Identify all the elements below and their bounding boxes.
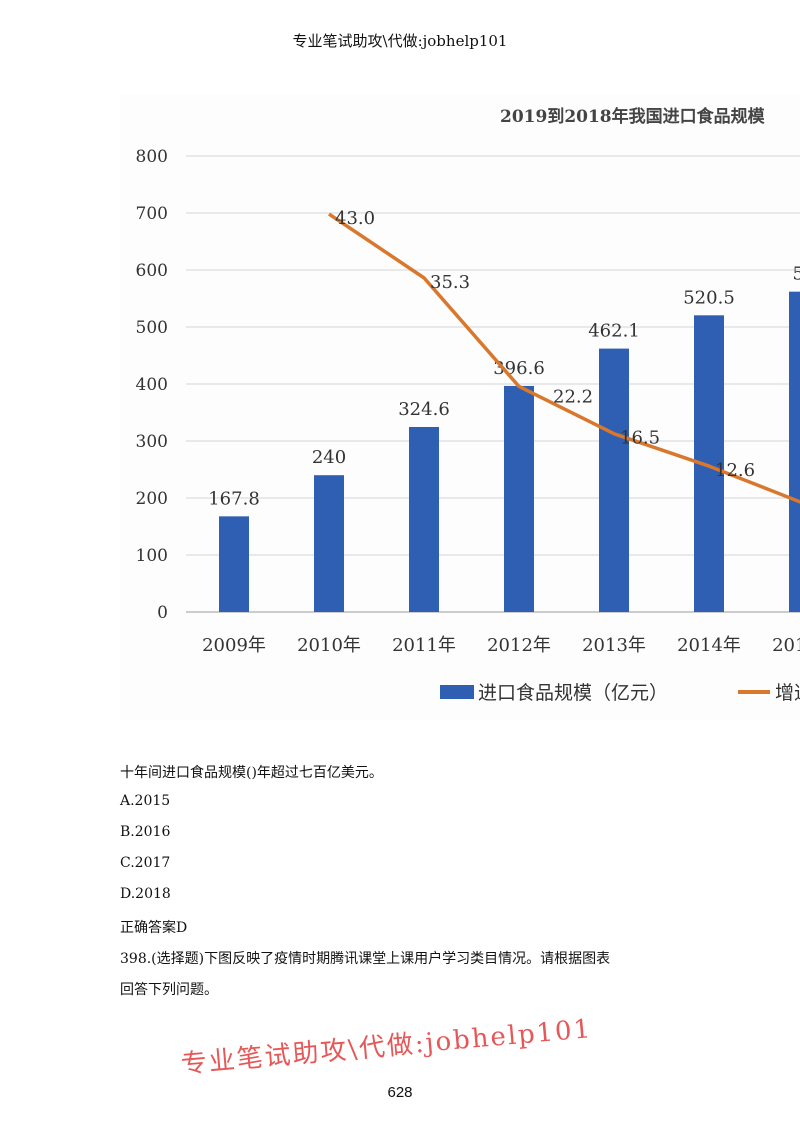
growth-line	[328, 212, 800, 504]
bar-data-label: 462.1	[588, 321, 640, 342]
line-data-label: 35.3	[430, 272, 470, 293]
line-data-label: 43.0	[335, 208, 375, 229]
y-tick-label: 800	[136, 147, 168, 167]
page-number: 628	[387, 1084, 413, 1101]
y-tick-label: 500	[136, 318, 168, 338]
y-tick-label: 400	[136, 375, 168, 395]
option-d: D.2018	[120, 886, 171, 902]
chart-title: 2019到2018年我国进口食品规模	[500, 106, 766, 127]
bar	[599, 348, 629, 612]
legend-bar-label: 进口食品规模（亿元）	[478, 682, 668, 704]
x-tick-label: 2013年	[582, 635, 646, 656]
bar-data-label: 56	[793, 264, 800, 285]
bar	[789, 291, 800, 612]
y-tick-label: 300	[136, 432, 168, 452]
chart-image: 2019到2018年我国进口食品规模 0 100 200 300 400 500 600 70…	[120, 95, 800, 720]
line-data-label: 12.6	[715, 460, 755, 481]
option-c: C.2017	[120, 855, 171, 871]
bar	[409, 426, 439, 612]
x-tick-label: 2011年	[392, 635, 456, 656]
y-tick-label: 700	[136, 204, 168, 224]
bar-data-label: 240	[312, 447, 346, 468]
x-tick-label: 2014年	[677, 635, 741, 656]
y-tick-label: 600	[136, 261, 168, 281]
line-data-label: 22.2	[553, 386, 593, 407]
bar	[219, 516, 249, 612]
x-tick-label: 2012年	[487, 635, 551, 656]
y-tick-label: 200	[136, 489, 168, 509]
bar-data-label: 324.6	[398, 399, 450, 420]
next-question-line-1: 398.(选择题)下图反映了疫情时期腾讯课堂上课用户学习类目情况。请根据图表	[120, 951, 611, 967]
next-question-line-2: 回答下列问题。	[120, 982, 218, 998]
option-a: A.2015	[120, 793, 171, 809]
y-tick-label: 100	[136, 546, 168, 566]
question-text: 十年间进口食品规模()年超过七百亿美元。	[120, 765, 383, 781]
x-tick-label: 2015年	[772, 635, 800, 656]
bar-data-label: 520.5	[683, 287, 735, 308]
x-tick-label: 2009年	[202, 635, 266, 656]
option-b: B.2016	[120, 824, 171, 840]
bar-data-label: 167.8	[208, 488, 260, 509]
legend-bar-swatch	[440, 685, 474, 699]
legend-line-label: 增速	[775, 682, 800, 704]
answer: 正确答案D	[120, 920, 188, 936]
bar	[314, 475, 344, 612]
y-tick-label: 0	[157, 603, 168, 623]
bar	[504, 385, 534, 612]
chart: 2019到2018年我国进口食品规模 0 100 200 300 400 500 600 70…	[136, 106, 800, 704]
x-tick-label: 2010年	[297, 635, 361, 656]
page-header: 专业笔试助攻\代做:jobhelp101	[292, 32, 508, 50]
line-data-label: 16.5	[620, 428, 660, 449]
watermark: 专业笔试助攻\代做:jobhelp101	[179, 1014, 594, 1080]
